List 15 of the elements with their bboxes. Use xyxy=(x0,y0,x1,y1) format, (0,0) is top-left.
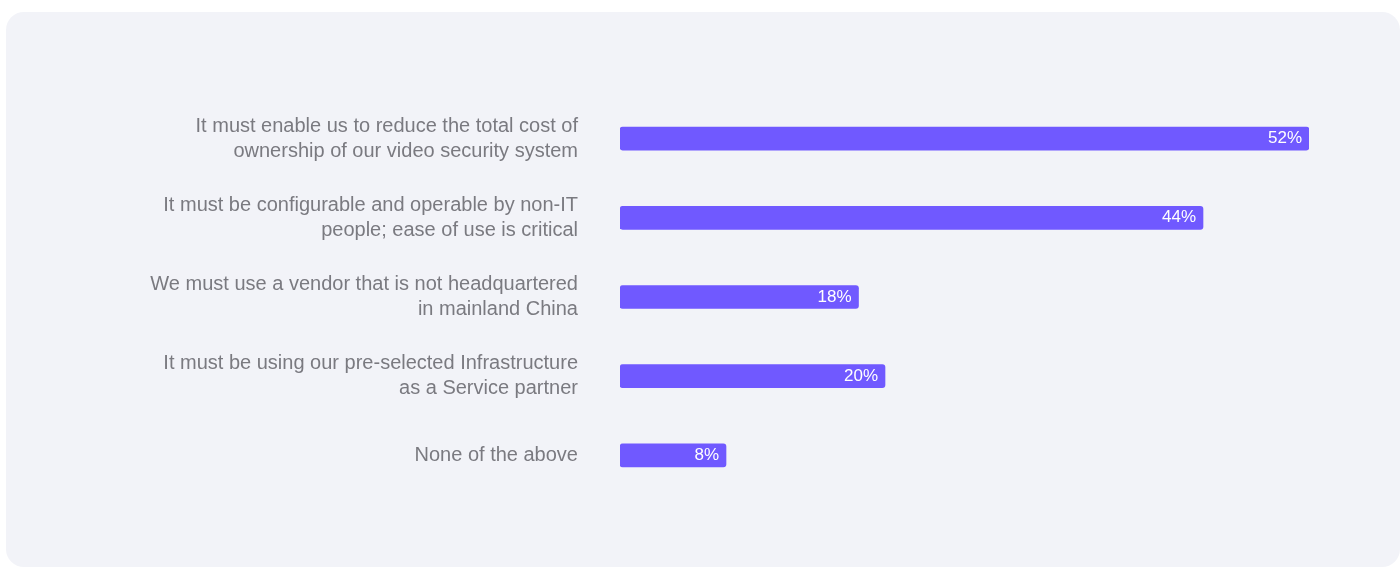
y-tick-label: It must be configurable and operable by non-IT people; ease of use is critical xyxy=(163,192,578,240)
bar xyxy=(620,443,727,468)
data-label: 8% xyxy=(694,445,719,465)
data-label: 20% xyxy=(843,365,878,385)
bar xyxy=(620,205,1204,230)
data-label: 52% xyxy=(1267,128,1302,148)
data-label: 18% xyxy=(817,286,852,306)
y-tick-label: We must use a vendor that is not headquartered in mainland China xyxy=(150,272,579,320)
y-tick-label: None of the above xyxy=(414,442,578,465)
bar xyxy=(620,285,859,309)
bar xyxy=(620,364,886,389)
data-label: 44% xyxy=(1161,207,1196,227)
y-tick-label: It must be using our pre-selected Infrastructure as a Service partner xyxy=(163,351,579,399)
bar xyxy=(620,126,1309,151)
y-tick-label: It must enable us to reduce the total cost of ownership of our video security system xyxy=(195,113,579,161)
